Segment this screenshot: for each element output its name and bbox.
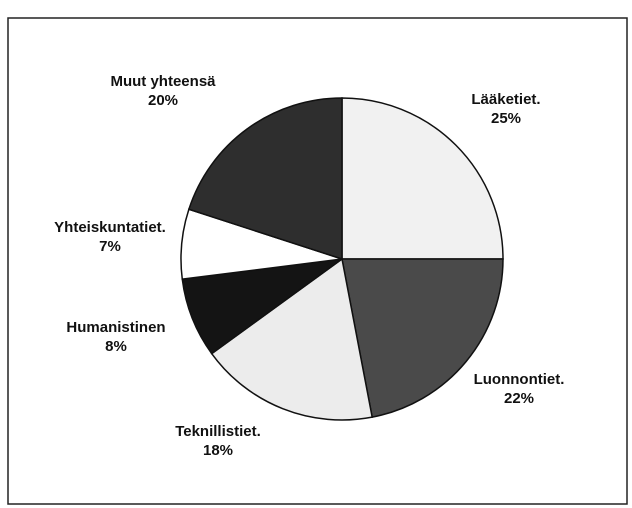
slice-label: Teknillistiet. <box>175 423 261 440</box>
slice-label: Yhteiskuntatiet. <box>54 219 166 236</box>
frame <box>7 17 628 505</box>
slice-value-label: 20% <box>148 92 178 109</box>
slice-value-label: 8% <box>105 338 127 355</box>
pie-slice <box>341 97 504 260</box>
slice-label: Luonnontiet. <box>474 371 565 388</box>
slice-value-label: 7% <box>99 238 121 255</box>
slice-label: Humanistinen <box>66 319 165 336</box>
slice-label: Muut yhteensä <box>110 73 216 90</box>
slice-value-label: 18% <box>203 442 233 459</box>
slice-value-label: 22% <box>504 390 534 407</box>
pie-slice <box>210 257 374 421</box>
slice-value-label: 25% <box>491 110 521 127</box>
pie-slice <box>187 97 343 261</box>
pie-slice <box>341 258 504 419</box>
slice-label: Lääketiet. <box>471 91 540 108</box>
